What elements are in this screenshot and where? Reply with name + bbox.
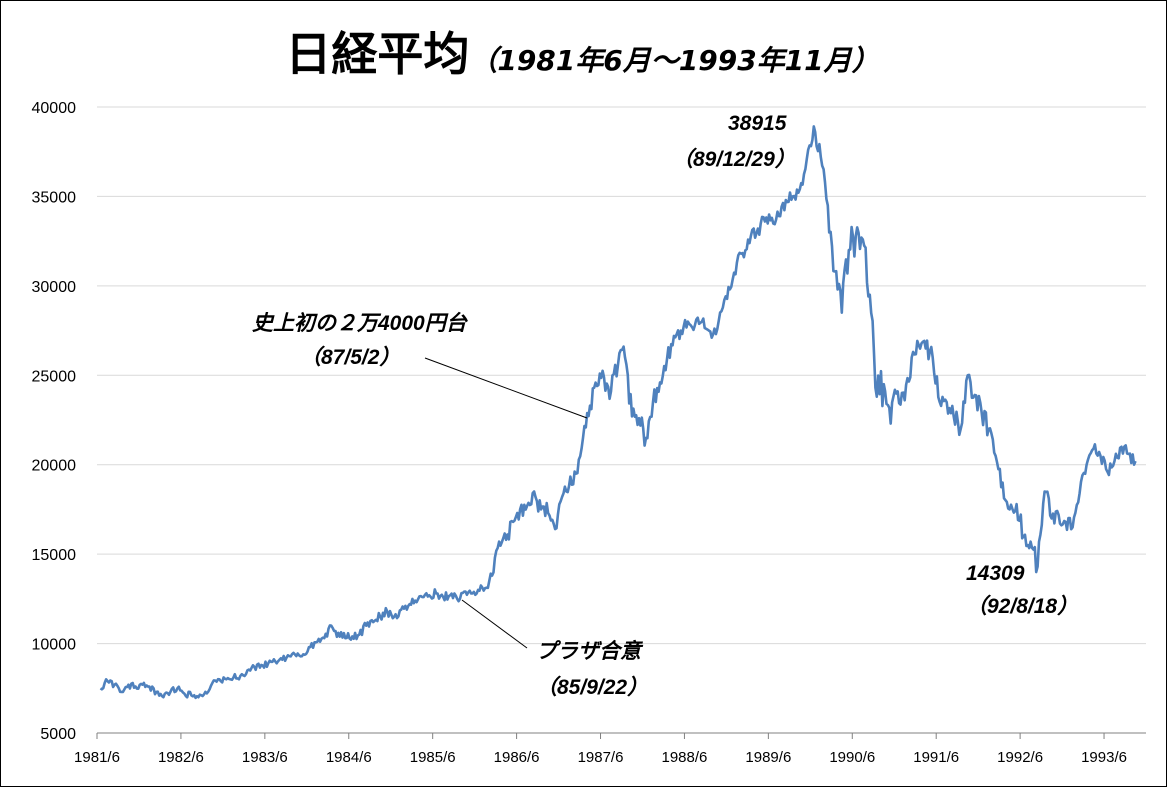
chart-title: 日経平均（1981年6月～1993年11月）	[0, 18, 1165, 84]
annotation-first24k-line1: 史上初の２万4000円台	[252, 311, 469, 335]
annotation-first24k-leader	[424, 357, 588, 419]
x-tick-label: 1989/6	[745, 749, 791, 766]
y-tick-label: 20000	[32, 458, 77, 475]
x-tick-label: 1990/6	[829, 749, 875, 766]
y-tick-label: 10000	[32, 637, 77, 654]
series-line	[99, 125, 1137, 700]
annotation-plaza-leader	[461, 599, 528, 649]
series-layer	[99, 125, 1137, 700]
y-tick-label: 30000	[32, 279, 77, 296]
annotation-plaza-line1: プラザ合意	[536, 639, 644, 663]
x-axis: 1981/6 1982/6 1983/6 1984/6 1985/6 1986/6 1987…	[74, 732, 1146, 766]
chart-title-sub: （1981年6月～1993年11月）	[469, 44, 880, 77]
x-tick-label: 1985/6	[410, 749, 456, 766]
chart-title-main: 日経平均	[285, 27, 470, 81]
x-tick-label: 1983/6	[242, 749, 288, 766]
grid-lines	[97, 106, 1146, 645]
x-tick-label: 1984/6	[326, 749, 372, 766]
y-axis: 5000 10000 15000 20000 25000 30000 35000 40000	[32, 100, 77, 743]
y-tick-label: 25000	[32, 368, 77, 385]
annotation-first24k-line2: （87/5/2）	[300, 345, 400, 369]
y-tick-label: 5000	[40, 726, 76, 743]
x-tick-label: 1986/6	[494, 749, 540, 766]
annotation-peak-line2: （89/12/29）	[672, 147, 796, 171]
y-tick-label: 35000	[32, 189, 77, 206]
x-tick-label: 1991/6	[913, 749, 959, 766]
x-tick-label: 1988/6	[661, 749, 707, 766]
y-tick-label: 15000	[32, 547, 77, 564]
annotation-layer: 38915 （89/12/29） 史上初の２万4000円台 （87/5/2） プラザ合意…	[252, 112, 1078, 699]
annotation-peak-line1: 38915	[728, 112, 787, 135]
y-tick-label: 40000	[32, 100, 77, 117]
annotation-plaza-line2: （85/9/22）	[536, 675, 648, 699]
x-tick-label: 1987/6	[578, 749, 624, 766]
x-tick-label: 1982/6	[158, 749, 204, 766]
annotation-low92-line2: （92/8/18）	[966, 594, 1078, 618]
x-tick-label: 1981/6	[74, 749, 120, 766]
x-tick-label: 1993/6	[1081, 749, 1127, 766]
x-tick-label: 1992/6	[997, 749, 1043, 766]
annotation-low92-line1: 14309	[966, 562, 1025, 585]
